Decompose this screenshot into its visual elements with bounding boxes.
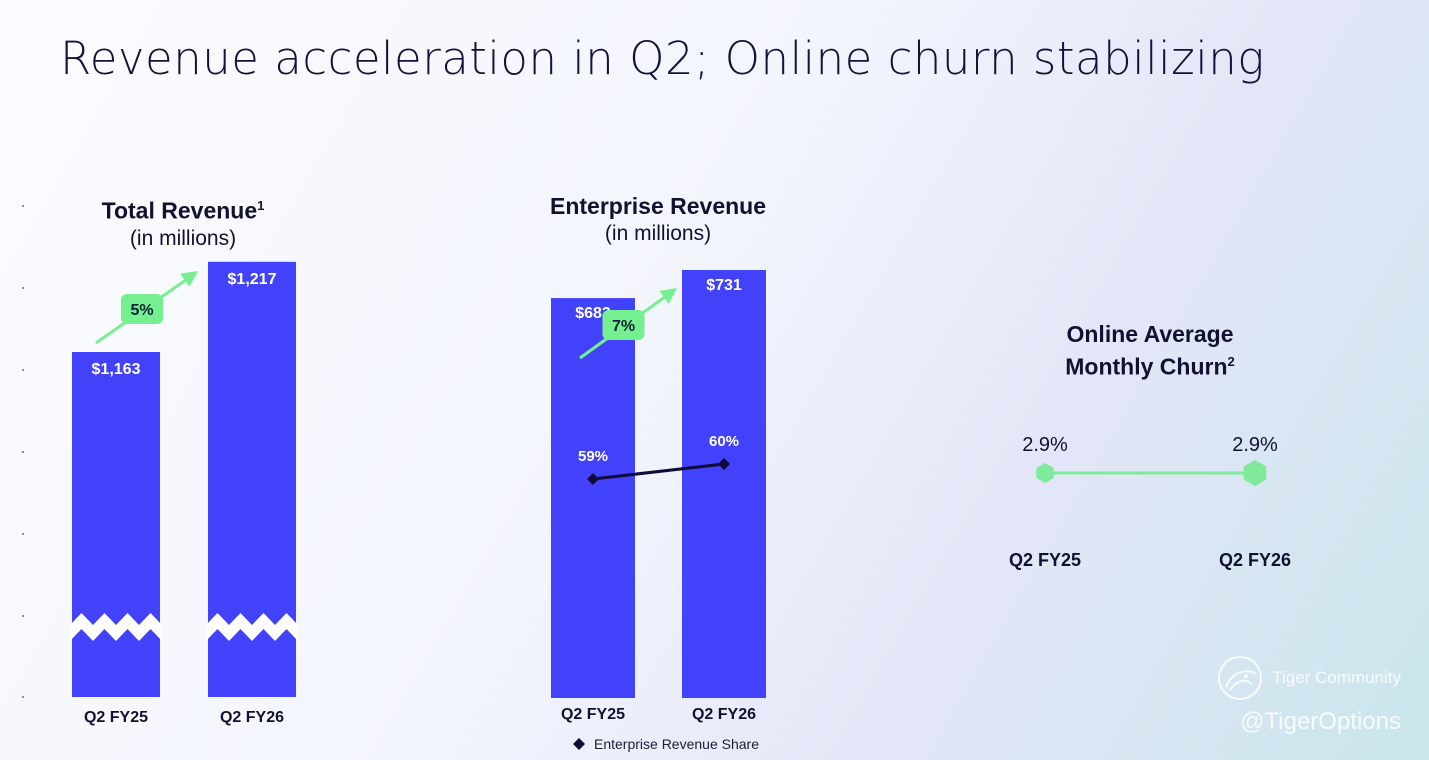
enterprise-growth-arrow-head: [659, 288, 677, 304]
tiger-logo-icon: [1218, 656, 1263, 700]
share-point-label: 59%: [578, 448, 608, 465]
bar-value-label: $683: [575, 305, 611, 322]
churn-value-label: 2.9%: [1022, 434, 1068, 456]
bar-value-label: $1,217: [228, 271, 277, 288]
enterprise-revenue-subtitle: (in millions): [604, 222, 712, 245]
slide-title: Revenue acceleration in Q2; Online churn…: [60, 32, 1265, 85]
churn-point: [1243, 460, 1267, 486]
watermark-brand: Tiger Community: [1272, 668, 1401, 687]
category-label: Q2 FY25: [561, 706, 625, 723]
churn-title-line2: Monthly Churn: [1065, 353, 1228, 380]
churn-title: Online Average Monthly Churn2: [1020, 320, 1280, 381]
category-label: Q2 FY26: [692, 706, 756, 723]
watermark: Tiger Community @TigerOptions: [1216, 654, 1401, 736]
total-revenue-chart: $1,163 Q2 FY25 $1,217 Q2 FY26 5%: [70, 261, 298, 726]
total-growth-arrow-head: [180, 271, 198, 287]
total-revenue-title: Total Revenue1 (in millions): [73, 192, 293, 252]
share-line: [592, 462, 725, 481]
share-point-label: 60%: [709, 433, 739, 450]
churn-chart: 2.9% Q2 FY25 2.9% Q2 FY26: [1009, 434, 1291, 570]
total-growth-badge-label: 5%: [130, 302, 153, 319]
churn-point: [1036, 463, 1054, 483]
watermark-handle: @TigerOptions: [1240, 708, 1401, 735]
bar: [72, 352, 160, 697]
share-point: [587, 473, 599, 485]
enterprise-revenue-title-text: Enterprise Revenue: [549, 193, 767, 219]
enterprise-revenue-chart: $683 Q2 FY25 $731 Q2 FY26 59% 60% 7% Enterprise…: [551, 270, 766, 752]
footnote-marker: 2: [1227, 354, 1235, 369]
total-revenue-subtitle: (in millions): [129, 226, 237, 250]
bar-value-label: $1,163: [92, 361, 141, 378]
bar: [551, 298, 635, 698]
footnote-marker: 1: [257, 198, 265, 213]
enterprise-growth-badge: [602, 310, 645, 340]
category-label: Q2 FY25: [84, 709, 148, 726]
category-label: Q2 FY26: [1219, 550, 1291, 570]
category-label: Q2 FY26: [220, 709, 284, 726]
category-label: Q2 FY25: [1009, 550, 1081, 570]
legend-label: Enterprise Revenue Share: [594, 736, 759, 752]
enterprise-revenue-title: Enterprise Revenue (in millions): [528, 192, 788, 247]
churn-title-line1: Online Average: [1066, 321, 1234, 347]
edge-dots: [22, 205, 28, 705]
axis-break: [70, 613, 162, 641]
bar: [682, 270, 766, 698]
churn-value-label: 2.9%: [1232, 434, 1278, 456]
axis-break: [206, 613, 298, 641]
legend-marker: [573, 738, 585, 750]
enterprise-growth-badge-label: 7%: [612, 318, 635, 335]
share-point: [718, 458, 730, 470]
bar-value-label: $731: [706, 277, 742, 294]
total-growth-badge: [121, 294, 163, 324]
total-revenue-title-text: Total Revenue: [101, 197, 258, 224]
